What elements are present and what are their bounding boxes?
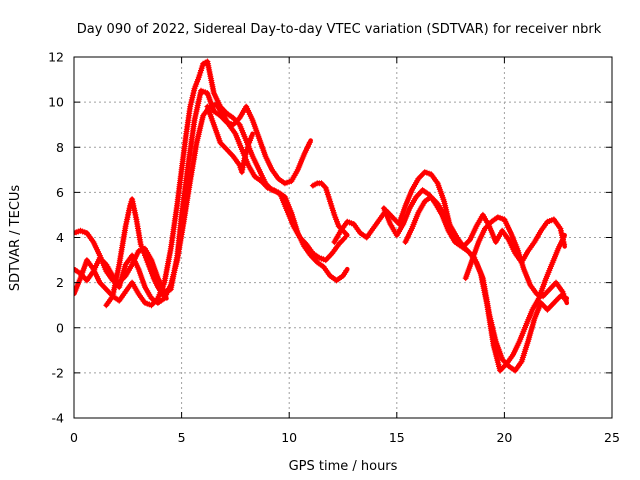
y-axis-label: SDTVAR / TECUs [8,185,23,292]
series-sat-e [204,103,255,176]
y-tick-label: 4 [56,230,64,245]
y-tick-label: 2 [56,275,64,290]
y-tick-label: 10 [48,95,64,110]
series-sat-g [331,169,570,374]
y-tick-label: 8 [56,140,64,155]
series-sat-j [462,214,570,306]
y-tick-label: -4 [52,411,65,426]
y-tick-label: 6 [56,185,64,200]
series-markers [462,214,569,304]
axis-ticks: 0 5 10 15 20 25 -4 -2 0 2 4 6 8 10 12 [48,50,620,446]
x-tick-label: 5 [178,430,186,445]
series-line [381,187,567,373]
series-sat-c [74,101,348,306]
x-tick-label: 20 [496,430,512,445]
data-series [74,58,570,374]
chart-title: Day 090 of 2022, Sidereal Day-to-day VTE… [77,22,602,37]
x-tick-label: 25 [604,430,620,445]
series-sat-h [380,187,567,374]
series-markers [204,103,255,176]
series-line [332,169,570,373]
series-sat-i [402,193,568,266]
series-markers [74,101,347,306]
x-axis-label: GPS time / hours [289,459,398,474]
x-tick-label: 0 [70,430,78,445]
series-sat-d [103,196,169,309]
y-tick-label: 0 [56,320,64,335]
y-tick-label: -2 [52,365,64,380]
series-markers [103,196,169,309]
series-markers [402,193,568,266]
x-tick-label: 10 [281,430,297,445]
series-markers [331,169,568,374]
x-tick-label: 15 [389,430,405,445]
y-tick-label: 12 [48,50,64,65]
